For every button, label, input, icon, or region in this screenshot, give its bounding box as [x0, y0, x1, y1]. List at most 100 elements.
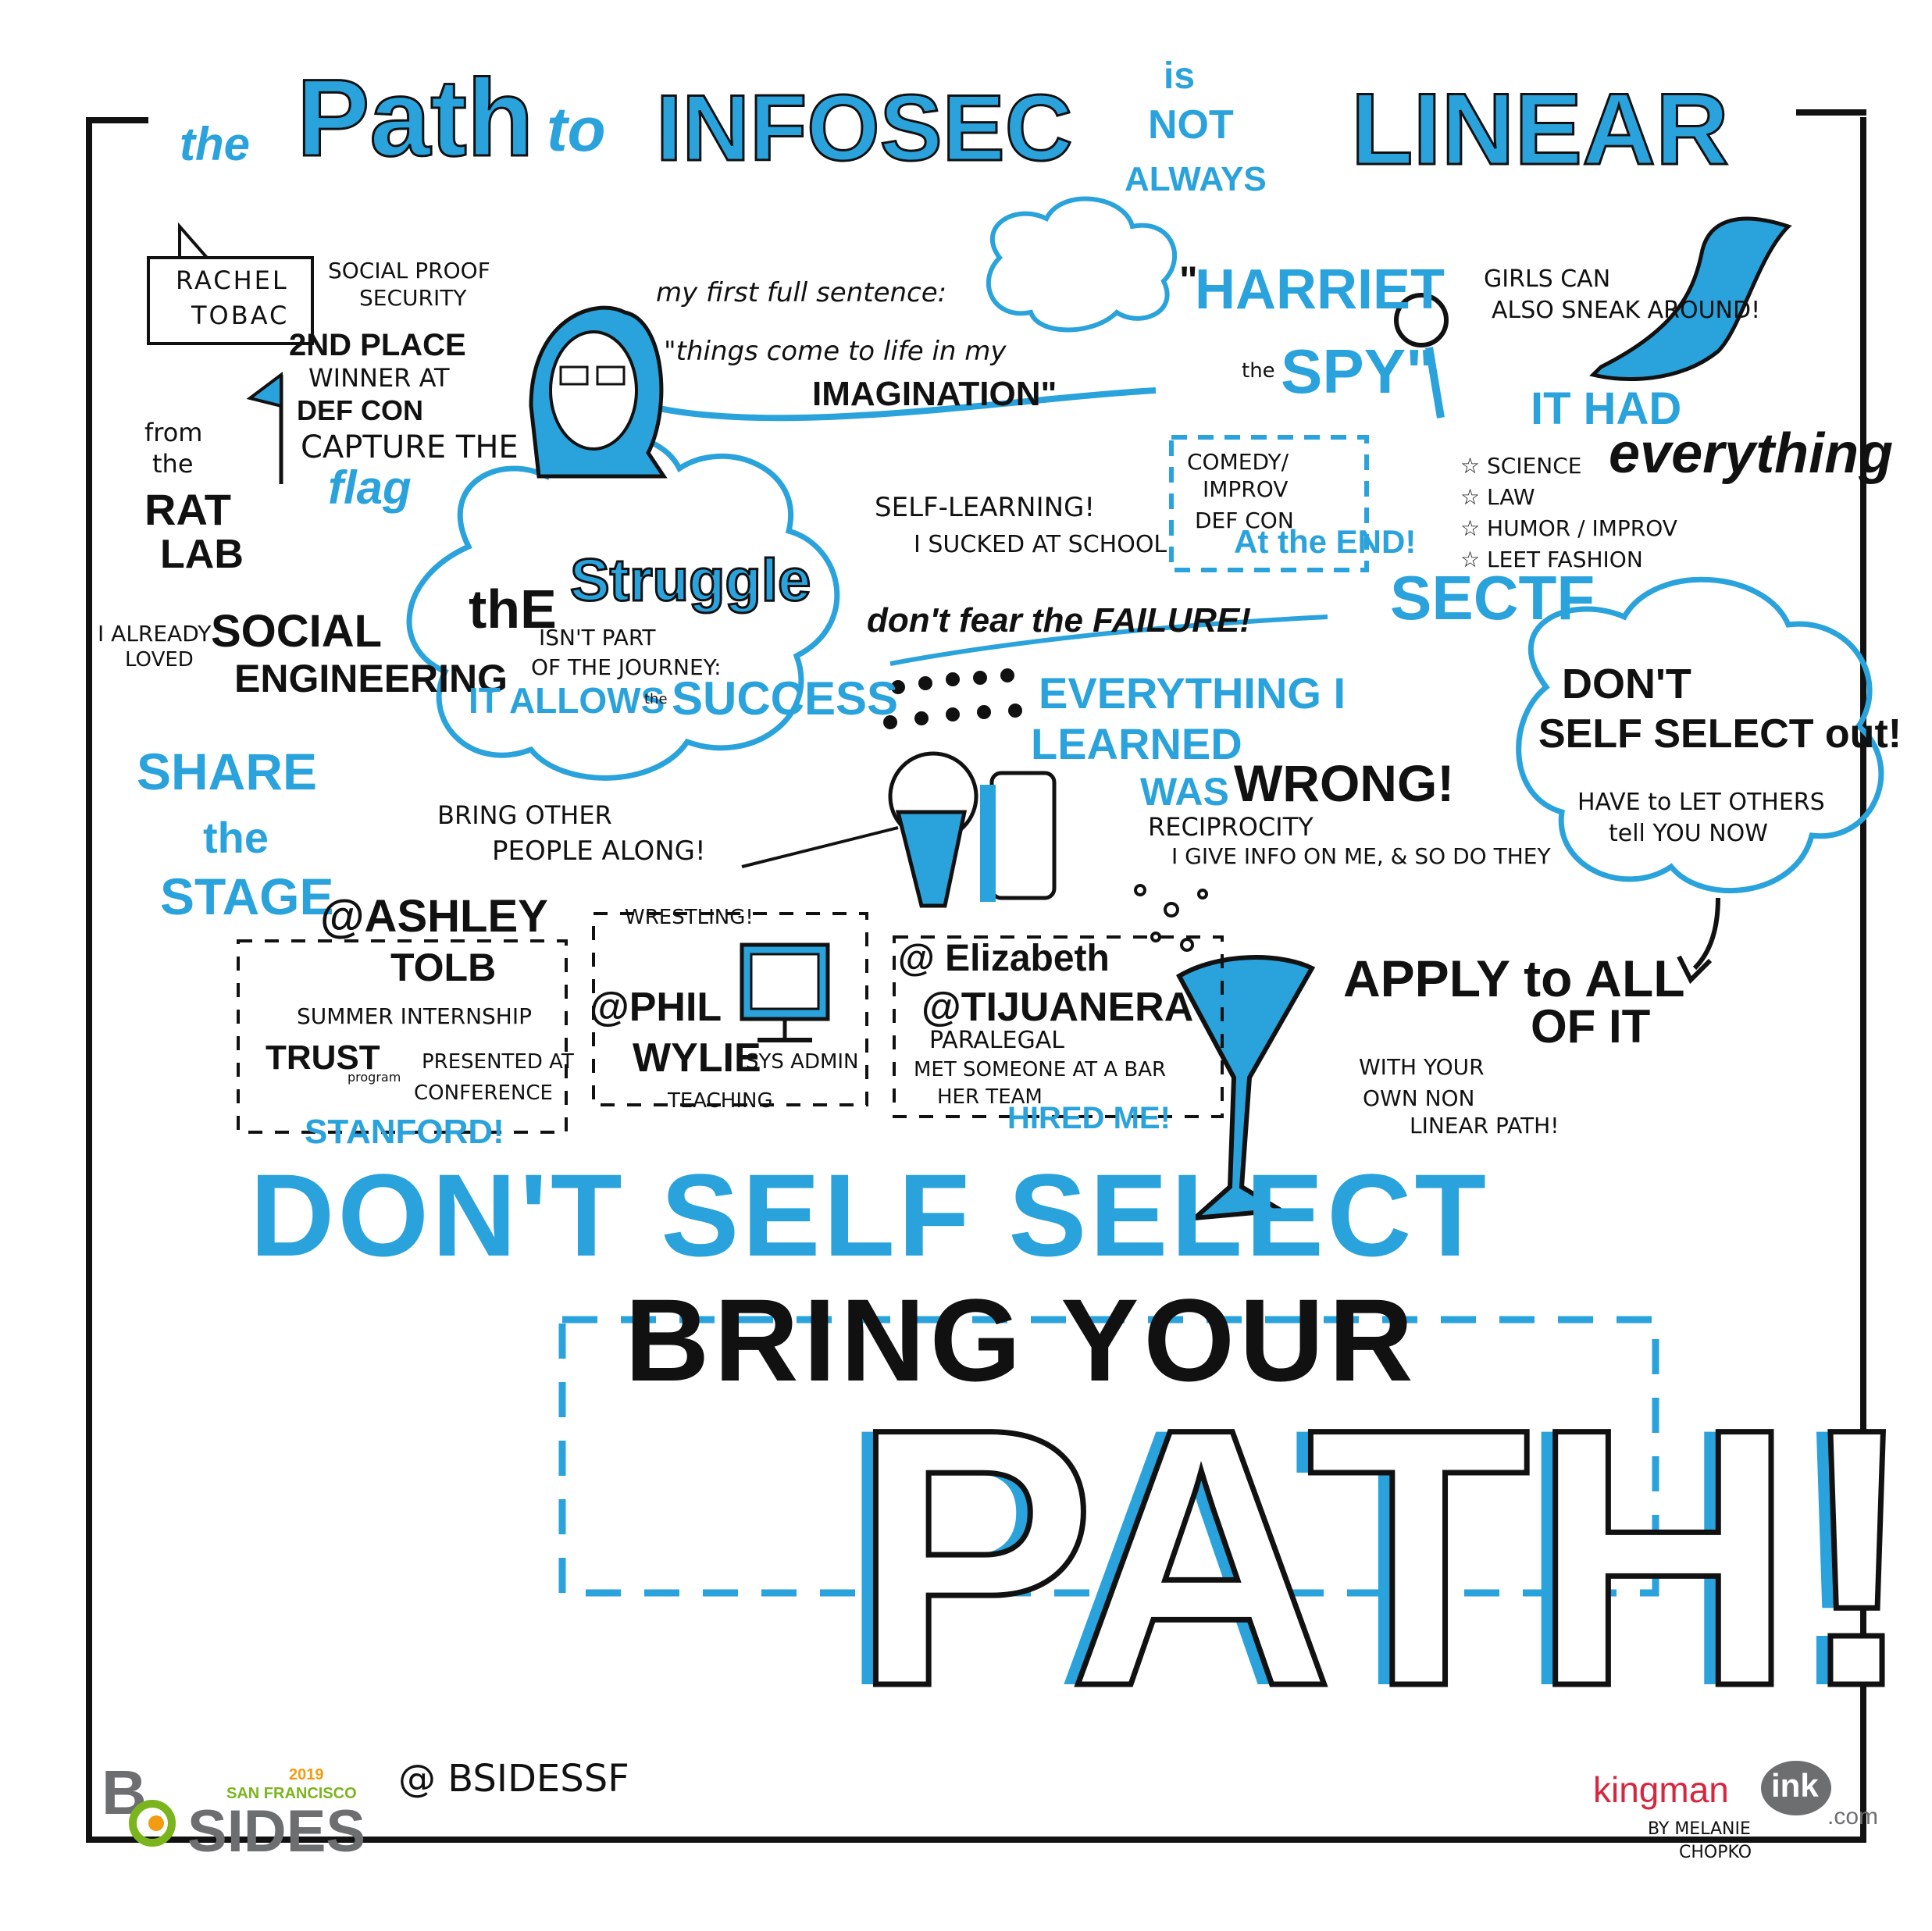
speaker-glasses-l: [559, 365, 589, 386]
bsides-logo-sides: SIDES: [187, 1798, 366, 1865]
kingman-ink: ink: [1771, 1767, 1819, 1804]
ratlab-rat: RAT: [144, 485, 231, 534]
cloud-have-to: HAVE to LET OTHERS: [1577, 789, 1825, 816]
elizabeth-role: PARALEGAL: [929, 1027, 1064, 1054]
phil-teaching: TEACHING: [668, 1089, 773, 1113]
imagination-swoosh: [647, 387, 1157, 422]
share-word: SHARE: [137, 743, 318, 800]
girls-line2: ALSO SNEAK AROUND!: [1492, 297, 1761, 324]
cloud-dont: DON'T: [1562, 661, 1691, 707]
phone-screen-shadow: [980, 785, 996, 902]
bsides-logo-year: 2019: [289, 1766, 324, 1783]
apply-of-it: OF IT: [1531, 1000, 1651, 1053]
reciprocity-line2: I GIVE INFO ON ME, & SO DO THEY: [1171, 843, 1551, 869]
kingman-com: .com: [1827, 1804, 1879, 1829]
self-select-cloud: [1516, 576, 1884, 894]
speaker-name-line1: RACHEL: [176, 265, 289, 295]
comedy-line1: COMEDY/: [1187, 449, 1289, 475]
struggle-success: SUCCESS: [672, 672, 899, 725]
glass-bubbles: [1134, 884, 1208, 952]
it-had-everything: everything: [1609, 422, 1894, 485]
everything-line1: EVERYTHING I: [1039, 668, 1346, 718]
kingman-name: CHOPKO: [1679, 1843, 1752, 1862]
ratlab-from: from: [144, 418, 203, 447]
sectf-label: SECTF: [1390, 563, 1595, 632]
dont-self-select-heading: DON'T SELF SELECT: [250, 1149, 1490, 1281]
defcon-line3: DEF CON: [297, 394, 423, 426]
struggle-allows: IT ALLOWS: [469, 680, 665, 721]
title-path: Path: [295, 55, 534, 180]
bring-people-line2: PEOPLE ALONG!: [492, 835, 706, 867]
flag-icon: [246, 372, 283, 408]
comedy-line3: DEF CON: [1195, 508, 1294, 533]
comedy-end: At the END!: [1234, 523, 1417, 560]
speaker-face: [549, 330, 638, 451]
phil-handle: @PHIL: [590, 985, 722, 1030]
self-learning-line1: SELF-LEARNING!: [875, 492, 1096, 523]
it-had-item-1: ☆ SCIENCE: [1460, 453, 1582, 479]
social-already: I ALREADY: [98, 621, 212, 647]
title-to: to: [547, 94, 606, 164]
bsides-logo-city: SAN FRANCISCO: [226, 1785, 357, 1802]
ashley-internship: SUMMER INTERNSHIP: [297, 1003, 532, 1029]
audience-doodles: [883, 668, 1022, 729]
phil-sysadmin: SYS ADMIN: [746, 1050, 859, 1074]
everything-line2: LEARNED: [1031, 719, 1242, 768]
phil-name: WYLIE: [633, 1035, 761, 1081]
harriet-spy: SPY": [1281, 337, 1436, 406]
ashley-dashbox: [237, 939, 568, 1134]
magnifier-handle: [1425, 347, 1445, 419]
apply-line1: WITH YOUR: [1359, 1054, 1485, 1080]
title-linear: LINEAR: [1350, 71, 1731, 187]
apply-line2: OWN NON: [1363, 1085, 1475, 1111]
struggle-the-small: the: [644, 691, 668, 707]
ashley-presented: PRESENTED AT: [422, 1050, 574, 1074]
arrow-head-apply: [1677, 955, 1713, 985]
self-learning-line2: I SUCKED AT SCHOOL: [914, 531, 1167, 558]
struggle-journey: OF THE JOURNEY:: [531, 654, 722, 680]
speech-tail: [178, 222, 209, 259]
girls-line1: GIRLS CAN: [1484, 265, 1611, 293]
bsides-logo: B SIDES 2019 SAN FRANCISCO: [94, 1757, 375, 1865]
bring-people-line1: BRING OTHER: [437, 800, 612, 830]
it-had-label: IT HAD: [1531, 383, 1682, 434]
magnifier-lens: [1394, 293, 1449, 347]
fear-text: don't fear the FAILURE!: [867, 601, 1252, 640]
defcon-flag: flag: [328, 461, 412, 514]
bsides-logo-ring-icon: [129, 1800, 176, 1847]
frame-top-left: [86, 117, 148, 123]
comedy-dashbox: [1169, 435, 1369, 572]
sentence-quote: "things come to life in my: [664, 336, 1007, 367]
title-the: the: [180, 118, 250, 170]
ashley-conference: CONFERENCE: [414, 1081, 553, 1105]
microphone-body: [895, 810, 968, 908]
struggle-word: Struggle: [569, 547, 811, 615]
harriet-the: the: [1242, 359, 1275, 383]
fear-swoosh: [889, 615, 1328, 666]
it-had-item-2: ☆ LAW: [1460, 484, 1535, 510]
arrow-to-apply: [1692, 897, 1720, 971]
title-is: is: [1164, 55, 1196, 97]
everything-was: WAS: [1140, 770, 1229, 814]
phil-dashbox: [592, 912, 868, 1106]
kingman-word: kingman: [1593, 1769, 1729, 1810]
name-speech-box: [147, 256, 314, 345]
sentence-first: my first full sentence:: [656, 277, 947, 308]
kingman-logo: kingman ink .com BY MELANIE CHOPKO: [1593, 1761, 1890, 1878]
title-not: NOT: [1148, 102, 1234, 148]
everything-wrong: WRONG!: [1234, 754, 1455, 812]
social-loved: LOVED: [125, 648, 194, 672]
bring-your-heading: BRING YOUR: [625, 1274, 1418, 1405]
ink-blob-icon: [1761, 1761, 1831, 1815]
ratlab-lab: LAB: [160, 532, 244, 577]
social-engineering: ENGINEERING: [234, 657, 508, 700]
path-heading: PATH!: [848, 1352, 1920, 1762]
ashley-stanford: STANFORD!: [305, 1113, 504, 1151]
apply-title: APPLY to ALL: [1343, 949, 1685, 1007]
elizabeth-dashbox: [893, 935, 1224, 1118]
reciprocity-line1: RECIPROCITY: [1148, 812, 1314, 842]
ashley-name: TOLB: [390, 946, 497, 989]
harriet-name: HARRIET: [1195, 258, 1445, 321]
kingman-by: BY MELANIE: [1648, 1819, 1751, 1839]
